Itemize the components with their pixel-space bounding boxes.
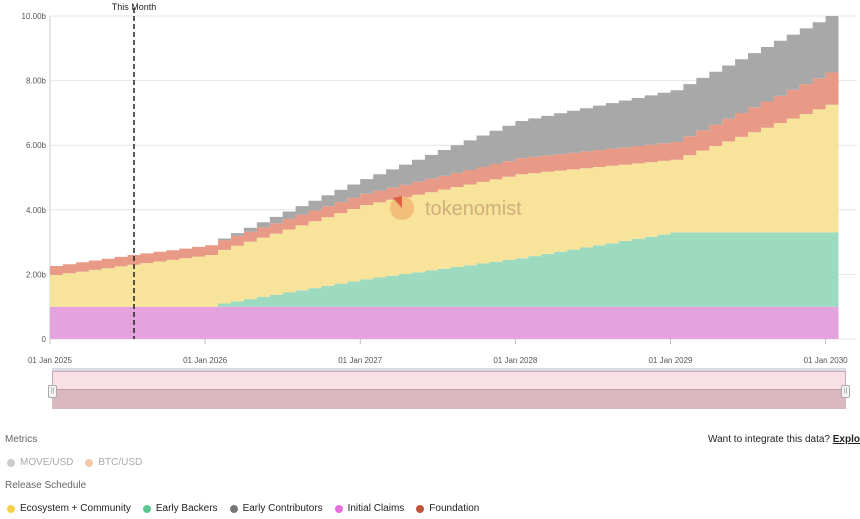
x-tick-label: 01 Jan 2026 [183,356,228,365]
early-backers-dot [142,504,151,513]
y-axis-ticks: 0 2.00b 4.00b 6.00b 8.00b 10.00b [22,12,47,344]
legend-label: Early Contributors [242,503,323,514]
legend-item-early-contributors[interactable]: Early Contributors [229,503,323,514]
x-tick-label: 01 Jan 2028 [493,356,538,365]
navigator-right-handle[interactable]: || [841,385,850,398]
release-schedule-legend: Ecosystem + Community Early Backers Earl… [7,503,491,514]
range-navigator[interactable]: || || [48,368,850,409]
navigator-left-handle[interactable]: || [48,385,57,398]
legend-label: Foundation [429,503,480,514]
btc-usd-dot [85,458,94,467]
legend-label: Ecosystem + Community [20,503,131,514]
this-month-marker: This Month [112,2,157,339]
early-contributors-dot [229,504,238,513]
legend-item-initial-claims[interactable]: Initial Claims [334,503,405,514]
move-usd-dot [7,458,15,467]
this-month-label: This Month [112,2,157,12]
legend-item-early-backers[interactable]: Early Backers [142,503,218,514]
y-tick-label: 4.00b [26,206,47,215]
legend-label: BTC/USD [98,457,143,468]
area-early-backers[interactable] [50,232,839,307]
x-tick-label: 01 Jan 2030 [804,356,849,365]
foundation-dot [416,504,425,513]
x-tick-label: 01 Jan 2025 [28,356,73,365]
y-tick-label: 0 [42,335,47,344]
y-tick-label: 10.00b [22,12,47,21]
tokenomist-watermark: tokenomist [390,196,522,220]
legend-label: Early Backers [155,503,218,514]
x-axis-ticks: 01 Jan 2025 01 Jan 2026 01 Jan 2027 01 Jan … [28,339,848,365]
metrics-title: Metrics [5,434,38,445]
integrate-prompt: Want to integrate this data? Explo [708,434,860,445]
navigator-scrollbar[interactable] [52,368,846,371]
x-tick-label: 01 Jan 2027 [338,356,383,365]
explore-link[interactable]: Explo [832,434,860,445]
release-schedule-title: Release Schedule [5,480,87,491]
legend-item-ecosystem-community[interactable]: Ecosystem + Community [7,503,131,514]
y-tick-label: 8.00b [26,77,47,86]
navigator-series-preview [52,389,846,409]
chart-stacked-areas[interactable] [50,16,839,339]
legend-item-btc-usd[interactable]: BTC/USD [85,457,142,468]
y-tick-label: 2.00b [26,270,47,279]
x-tick-label: 01 Jan 2029 [648,356,693,365]
legend-label: Initial Claims [347,503,405,514]
metrics-legend: MOVE/USD BTC/USD [7,457,154,468]
area-initial-claims[interactable] [50,306,839,339]
legend-item-move-usd[interactable]: MOVE/USD [7,457,73,468]
y-tick-label: 6.00b [26,141,47,150]
watermark-logo-accent [393,196,402,208]
area-early-contributors[interactable] [50,16,839,266]
legend-item-foundation[interactable]: Foundation [416,503,479,514]
metrics-section: Metrics [5,434,37,445]
integrate-text: Want to integrate this data? [708,434,830,445]
area-ecosystem-community[interactable] [50,104,839,307]
legend-label: MOVE/USD [20,457,74,468]
ecosystem-community-dot [7,504,15,513]
initial-claims-dot [334,504,343,513]
watermark-text: tokenomist [425,198,522,220]
